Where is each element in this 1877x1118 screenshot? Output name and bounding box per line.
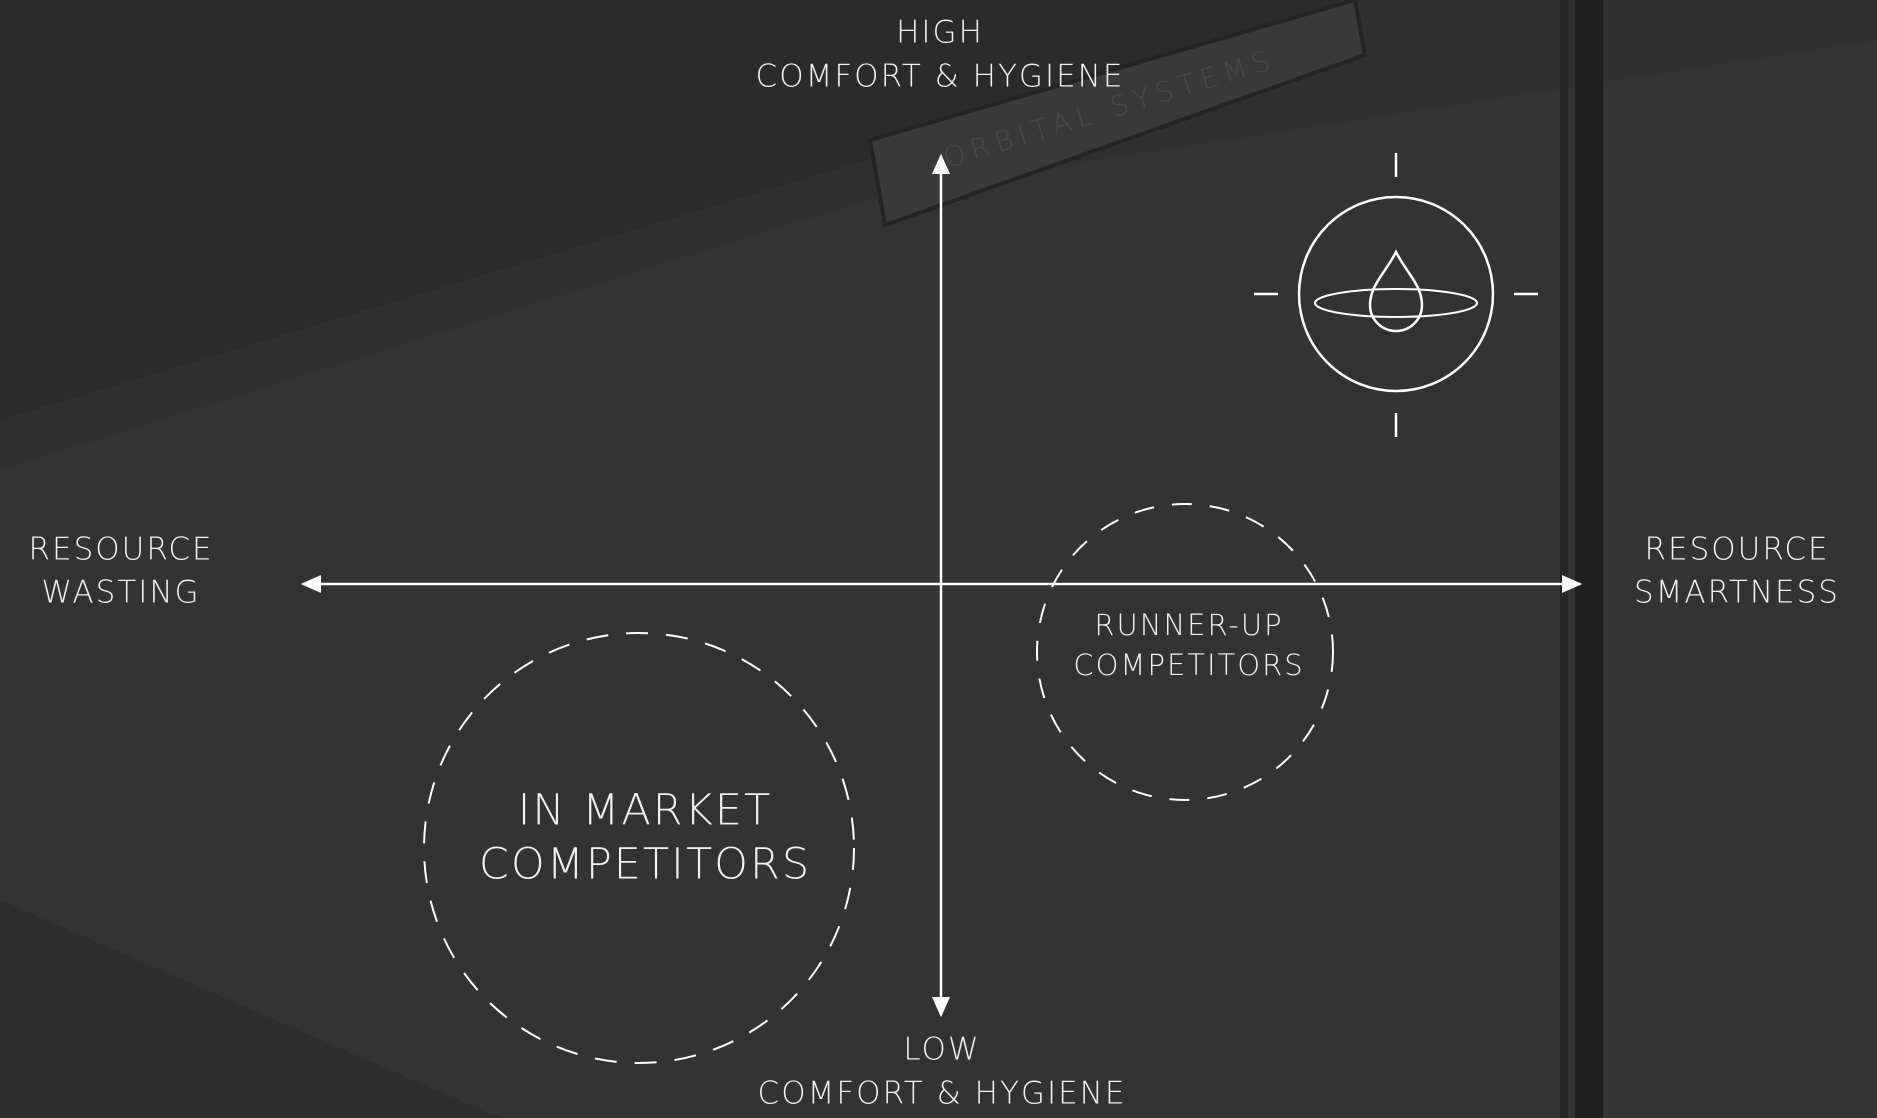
axis-label: COMFORT & HYGIENE <box>758 1076 1127 1112</box>
group-label: COMPETITORS <box>479 840 811 890</box>
group-label: IN MARKET <box>518 786 773 836</box>
group-label: COMPETITORS <box>1073 648 1304 682</box>
axis-label: COMFORT & HYGIENE <box>756 59 1125 95</box>
axis-label: SMARTNESS <box>1634 575 1840 611</box>
axis-label: WASTING <box>41 575 200 611</box>
bg-sign <box>867 0 1368 228</box>
target-icon <box>1254 153 1538 437</box>
bg-panel <box>0 900 500 1118</box>
bg-frame <box>1575 0 1603 1118</box>
axis-label: LOW <box>903 1032 980 1068</box>
group-circle <box>423 632 855 1064</box>
axis-label: HIGH <box>896 15 984 51</box>
axis-label: RESOURCE <box>28 532 213 568</box>
group-label: RUNNER-UP <box>1094 608 1283 642</box>
group-circle <box>1036 503 1334 801</box>
axis-label: RESOURCE <box>1644 532 1829 568</box>
bg-frame <box>1560 0 1568 1118</box>
